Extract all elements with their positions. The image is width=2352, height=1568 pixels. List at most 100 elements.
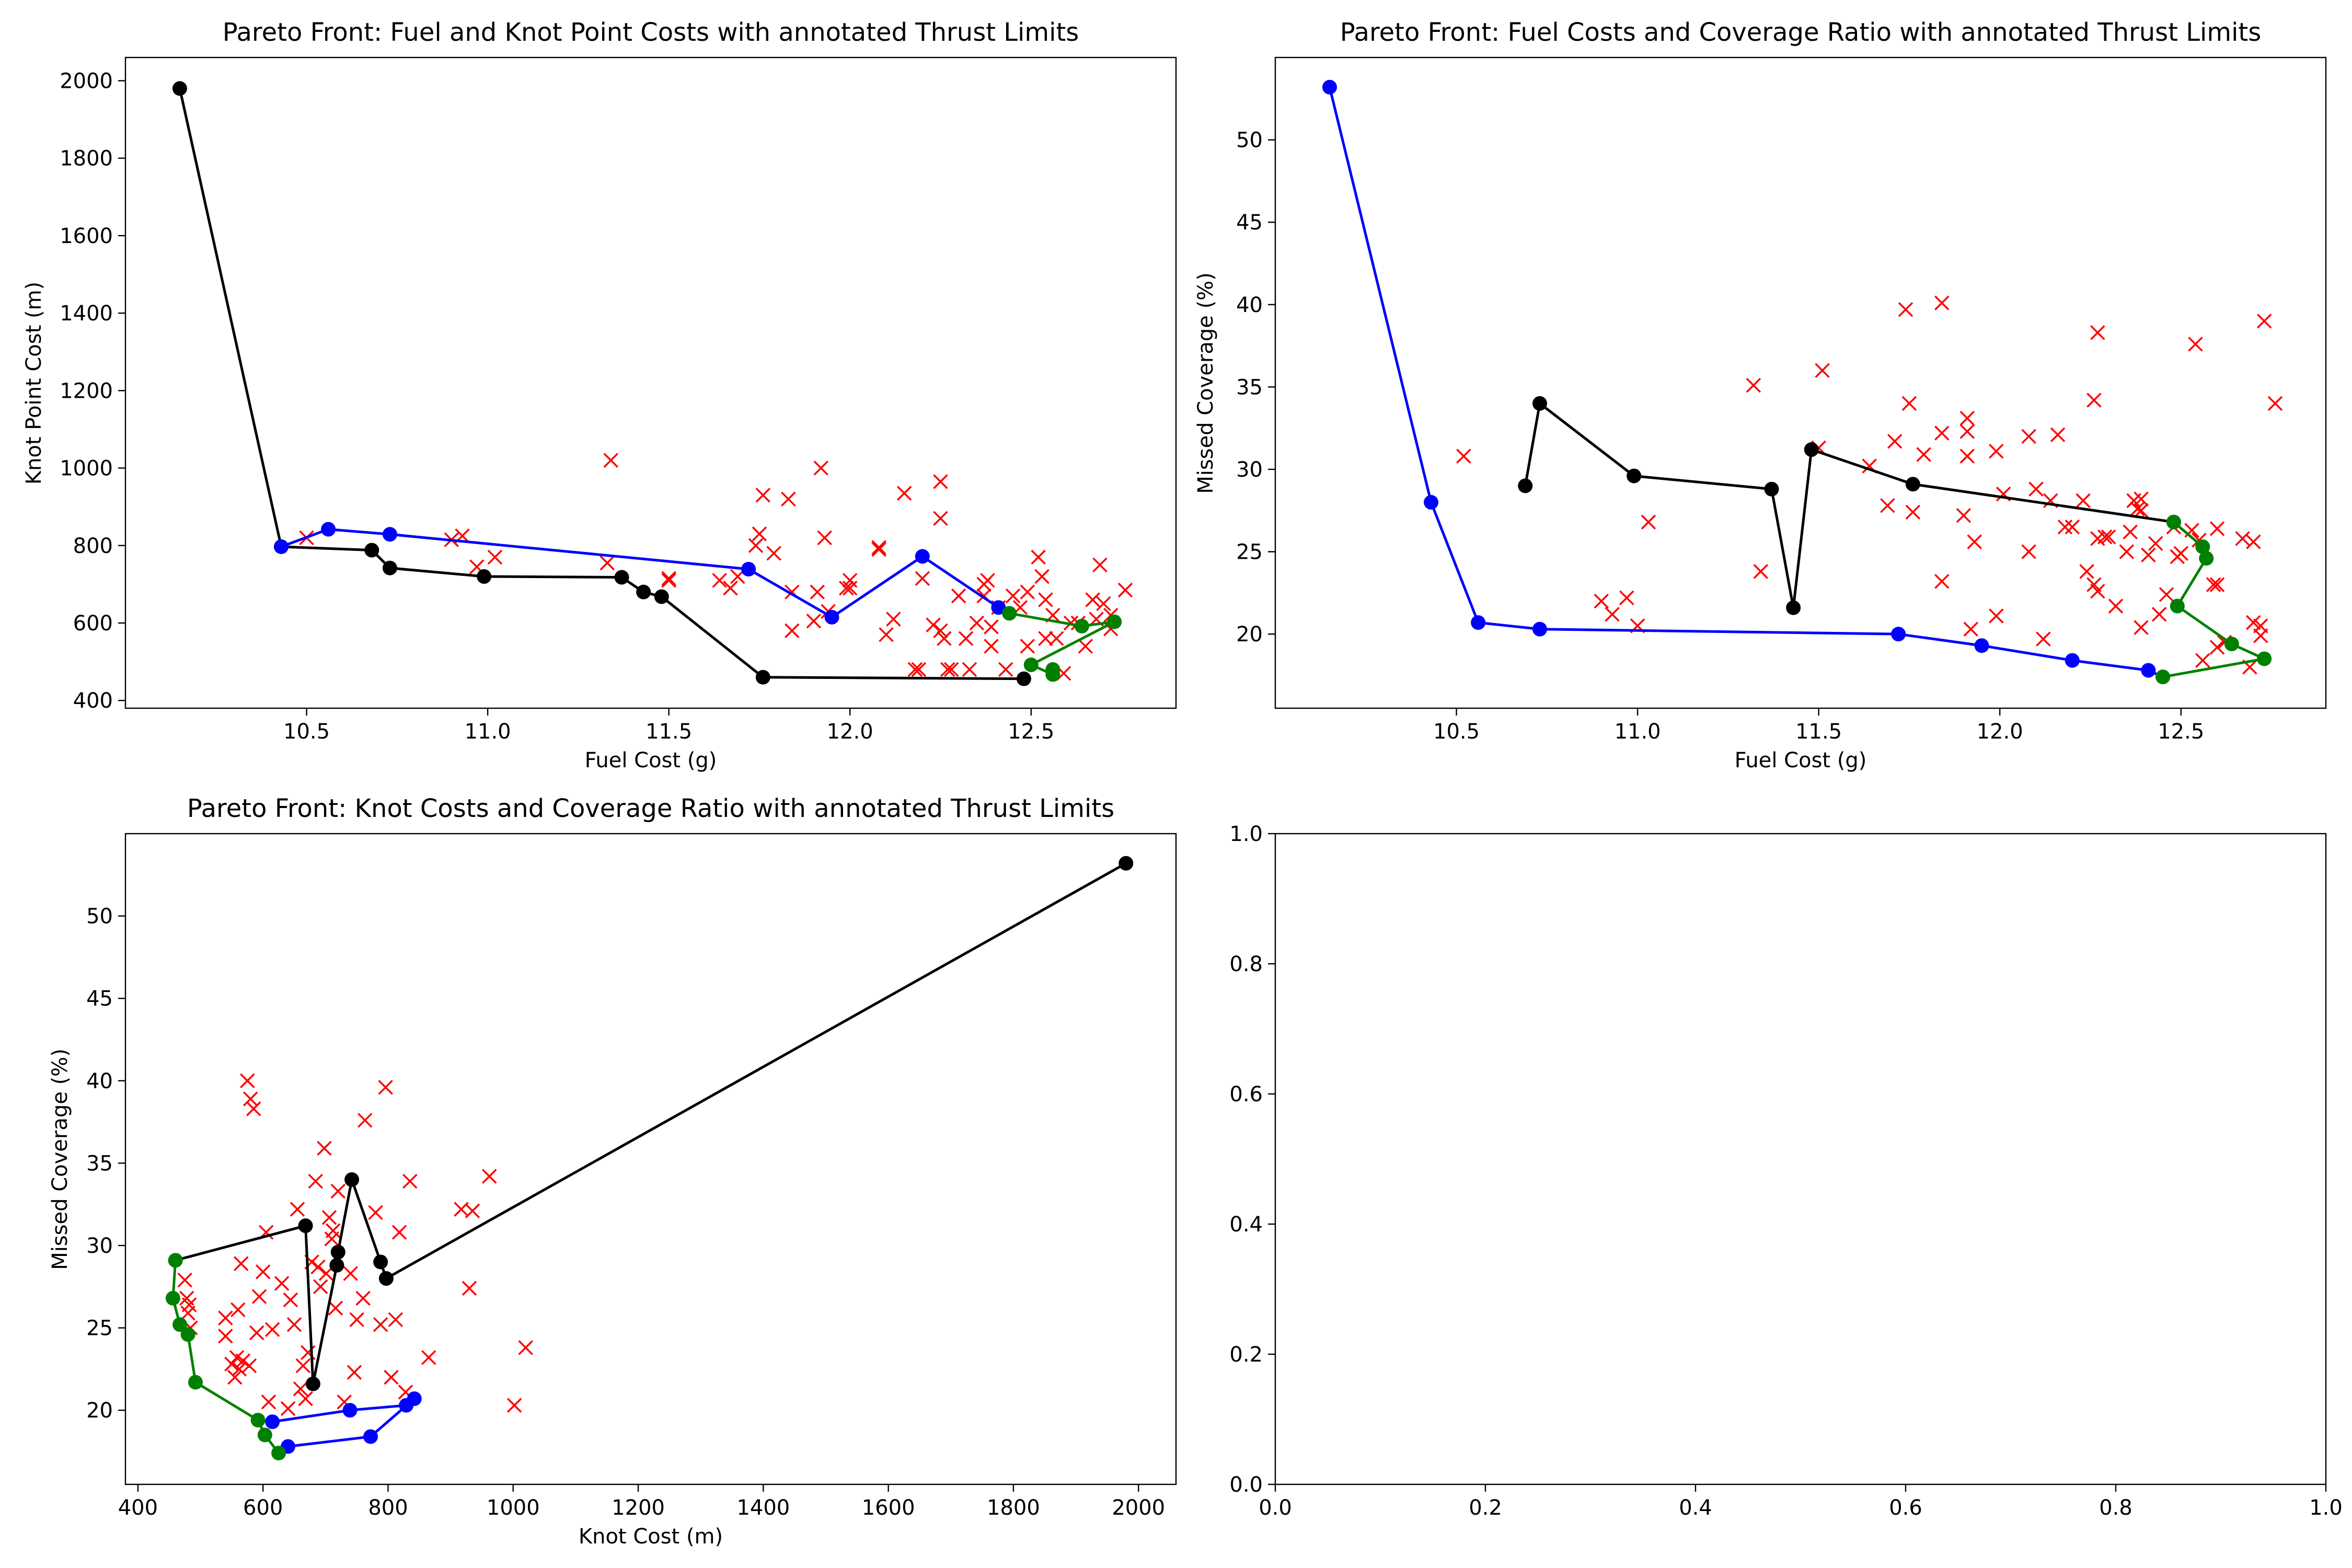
scatter-x-marker	[937, 631, 952, 646]
scatter-x-marker	[785, 623, 800, 639]
pareto-point	[188, 1375, 203, 1390]
scatter-x-marker	[962, 662, 977, 677]
knot-coverage-y-axis-label: Missed Coverage (%)	[48, 1048, 72, 1270]
scatter-x-marker	[1038, 631, 1053, 646]
fuel-knot-panel-title: Pareto Front: Fuel and Knot Point Costs …	[223, 18, 1079, 47]
scatter-x-marker	[357, 1113, 373, 1128]
y-tick-label: 30	[86, 1234, 113, 1258]
pareto-point	[2155, 670, 2171, 685]
scatter-x-marker	[328, 1300, 343, 1316]
scatter-x-marker	[748, 538, 764, 553]
scatter-x-marker	[944, 662, 959, 677]
pareto-point	[298, 1218, 313, 1233]
scatter-x-marker	[1934, 295, 1950, 310]
pareto-series	[1322, 79, 2171, 685]
scatter-x-marker	[2151, 607, 2167, 622]
scatter-x-marker	[246, 1101, 261, 1116]
scatter-x-marker	[980, 573, 995, 588]
scatter-x-marker	[249, 1325, 264, 1341]
y-tick-label: 1200	[60, 379, 113, 403]
pareto-point	[654, 589, 669, 604]
pareto-point	[321, 522, 336, 537]
scatter-x-marker	[817, 530, 832, 546]
scatter-x-marker	[2065, 520, 2080, 535]
pareto-point	[364, 543, 379, 558]
x-tick-label: 12.5	[1008, 720, 1054, 744]
scatter-x-marker	[368, 1205, 383, 1220]
x-tick-label: 0.2	[1469, 1496, 1502, 1520]
scatter-x-marker	[518, 1340, 533, 1355]
pareto-point	[1532, 621, 1547, 637]
x-tick-label: 400	[118, 1496, 158, 1520]
scatter-x-marker	[871, 541, 886, 557]
y-tick-label: 1400	[60, 302, 113, 326]
scatter-x-marker	[343, 1266, 358, 1281]
scatter-x-marker	[290, 1202, 305, 1217]
pareto-point	[330, 1244, 345, 1260]
scatter-x-marker	[2097, 529, 2113, 545]
scatter-x-marker	[2076, 493, 2091, 509]
pareto-point	[477, 569, 492, 584]
scatter-x-marker	[310, 1259, 326, 1275]
scatter-x-marker	[2134, 491, 2149, 506]
y-tick-label: 800	[73, 534, 113, 558]
y-tick-label: 1000	[60, 457, 113, 481]
scatter-x-marker	[1049, 631, 1064, 646]
scatter-x-marker	[2119, 544, 2135, 559]
pareto-point	[382, 527, 397, 542]
scatter-x-marker	[896, 486, 912, 501]
scatter-x-marker	[462, 1281, 477, 1296]
scatter-x-marker	[2086, 393, 2102, 408]
y-tick-label: 0.2	[1229, 1343, 1263, 1367]
scatter-x-marker	[984, 639, 999, 654]
scatter-x-marker	[293, 1381, 308, 1397]
knot-coverage-panel-title: Pareto Front: Knot Costs and Coverage Ra…	[187, 794, 1114, 823]
scatter-x-marker	[402, 1173, 418, 1189]
scatter-x-marker	[842, 581, 858, 596]
scatter-x-marker	[1020, 639, 1035, 654]
pareto-line	[178, 88, 1024, 681]
scatter-x-marker	[1887, 434, 1903, 449]
y-tick-label: 400	[73, 689, 113, 713]
pareto-point	[2065, 653, 2080, 668]
x-tick-label: 10.5	[283, 720, 330, 744]
scatter-x-marker	[1934, 425, 1950, 441]
scatter-x-marker	[2050, 427, 2066, 443]
y-tick-label: 600	[73, 612, 113, 636]
scatter-x-marker	[2209, 640, 2225, 655]
x-tick-label: 800	[368, 1496, 408, 1520]
fuel-knot-x-axis-label: Fuel Cost (g)	[585, 748, 717, 773]
pareto-point	[636, 584, 651, 599]
pareto-point	[1471, 615, 1486, 630]
scatter-x-marker	[842, 573, 858, 588]
scatter-x-marker	[2036, 631, 2051, 647]
plot-frame	[1274, 833, 2327, 1485]
pareto-point	[915, 549, 930, 564]
scatter-x-marker	[813, 460, 828, 476]
x-tick-label: 0.6	[1889, 1496, 1922, 1520]
fuel-coverage-y-axis-label: Missed Coverage (%)	[1194, 272, 1218, 494]
scatter-x-marker	[752, 526, 767, 541]
pareto-point	[172, 1317, 188, 1332]
scatter-x-marker	[235, 1353, 251, 1368]
scatter-x-marker	[2134, 503, 2149, 518]
scatter-x-marker	[234, 1256, 249, 1271]
pareto-point	[250, 1413, 266, 1428]
scatter-x-marker	[1959, 411, 1975, 426]
scatter-x-marker	[373, 1317, 388, 1332]
pareto-line	[1524, 402, 2174, 609]
scatter-x-marker	[255, 1264, 271, 1279]
scatter-x-marker	[349, 1312, 364, 1328]
scatter-x-marker	[1594, 593, 1609, 609]
scatter-x-marker	[1641, 514, 1656, 530]
pareto-point	[1016, 671, 1031, 686]
scatter-x-marker	[1020, 584, 1035, 599]
pareto-point	[2224, 637, 2239, 652]
scatter-x-marker	[1989, 444, 2004, 459]
scatter-x-marker	[2209, 577, 2225, 592]
scatter-x-marker	[2256, 314, 2272, 329]
scatter-x-marker	[2079, 564, 2094, 579]
scatter-x-marker	[1753, 564, 1768, 579]
pareto-point	[305, 1376, 320, 1391]
scatter-x-marker	[2090, 325, 2105, 340]
